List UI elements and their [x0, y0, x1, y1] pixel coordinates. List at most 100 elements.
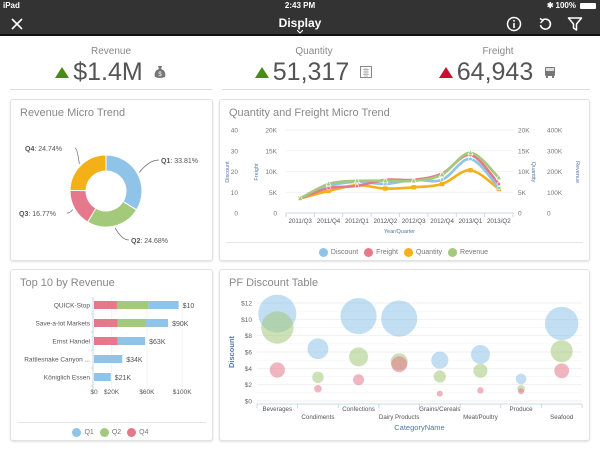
data-point [297, 194, 304, 201]
x-tick-label: 2011/Q3 [289, 218, 313, 225]
bar-segment-q2 [116, 301, 149, 309]
legend-swatch [364, 248, 374, 257]
filter-icon [567, 17, 583, 31]
kpi-label: Quantity [295, 46, 333, 57]
battery-icon [580, 2, 596, 9]
line-chart: 0 10 20 30 40 0 5K 10K 15K 20K 0 5K 10K 15K 20K 0 100K 20… [225, 128, 580, 236]
data-point [354, 183, 360, 189]
bubble-q3 [436, 390, 443, 397]
x-tick-label: 2012/Q3 [402, 218, 426, 225]
bar-chart-legend: Q1 Q2 Q4 [11, 428, 212, 437]
axis-tick-label: 200K [547, 169, 563, 176]
data-point [411, 185, 416, 190]
legend-item-q2[interactable]: Q2 [99, 428, 122, 437]
kpi-freight[interactable]: Freight 64,943 [406, 46, 590, 90]
bubble-q3 [353, 374, 365, 386]
bar-segment-q4 [94, 319, 118, 327]
panel-title: Quantity and Freight Micro Trend [229, 107, 390, 119]
bubble-q2 [349, 347, 369, 367]
legend-swatch [99, 428, 109, 437]
axis-tick-label: 30 [231, 148, 239, 155]
axis-tick-label: 15K [518, 148, 530, 155]
legend-item-q4[interactable]: Q4 [127, 428, 149, 437]
data-point [383, 186, 388, 191]
axis-tick-label: 0 [518, 211, 522, 218]
bubble-q2 [550, 340, 573, 363]
kpi-label: Revenue [90, 46, 132, 57]
panel-title: Top 10 by Revenue [20, 277, 115, 289]
revenue-micro-trend-panel: Revenue Micro Trend Q1: 33.81% Q2: 24.68%… [10, 99, 213, 261]
donut-label: Q1: 33.81% [161, 158, 198, 165]
bubble-q3 [314, 384, 322, 393]
bubble-q1 [470, 344, 490, 364]
legend-divider [17, 422, 206, 423]
kpi-quantity[interactable]: Quantity 51,317 [222, 46, 406, 90]
data-point [496, 185, 501, 191]
battery-status: ✱ 100% [547, 1, 596, 10]
axis-tick-label: 100K [547, 190, 563, 197]
line-chart-legend: Discount Freight Quantity Revenue [220, 248, 589, 257]
kpi-row: Revenue $1.4M $ Quantity 51,317 Freight … [10, 46, 590, 90]
info-button[interactable] [505, 15, 523, 33]
data-point [438, 170, 446, 177]
axis-title: Discount [225, 161, 231, 183]
bar-segment-q1 [94, 373, 111, 381]
close-button[interactable] [8, 15, 26, 33]
legend-label: Q2 [111, 429, 122, 436]
bar-total-label: $10 [183, 303, 195, 310]
bubble-q1 [515, 373, 527, 385]
axis-tick-label: 5K [518, 190, 527, 197]
axis-title: Revenue [574, 161, 580, 183]
bubble-q3 [391, 356, 408, 373]
y-tick-label: $2 [245, 382, 253, 389]
bar-segment-q1 [146, 319, 169, 327]
legend-label: Quantity [415, 249, 443, 256]
quantity-freight-trend-panel: Quantity and Freight Micro Trend 0 10 20 30… [219, 99, 590, 261]
refresh-icon [539, 17, 552, 30]
legend-divider [226, 242, 583, 243]
donut-label: Q3: 16.77% [19, 211, 56, 218]
filter-button[interactable] [566, 15, 584, 33]
legend-item-quantity[interactable]: Quantity [403, 248, 443, 257]
category-label: Save-a-lot Markets [35, 321, 90, 328]
bubble-q1 [381, 300, 418, 337]
axis-tick-label: 5K [269, 190, 278, 197]
kpi-revenue[interactable]: Revenue $1.4M $ [10, 46, 212, 90]
donut-leader-line [66, 209, 74, 214]
axis-tick-label: 10K [265, 169, 277, 176]
axis-tick-label: 10K [518, 169, 530, 176]
page-title[interactable]: Display [278, 16, 322, 30]
top-10-revenue-panel: Top 10 by Revenue QUICK-Stop $10 Save-a-lo… [10, 269, 213, 441]
donut-label: Q4: 24.74% [25, 146, 62, 153]
panel-title: Revenue Micro Trend [20, 107, 126, 119]
legend-item-revenue[interactable]: Revenue [448, 248, 488, 257]
legend-label: Q4 [139, 429, 149, 436]
status-bar: iPad 2:43 PM ✱ 100% [0, 0, 600, 12]
legend-item-discount[interactable]: Discount [318, 248, 358, 257]
pf-discount-panel: PF Discount Table $0 $2 $4 $6 $8 $10 $12 Discou… [219, 269, 590, 441]
legend-item-freight[interactable]: Freight [364, 248, 398, 257]
data-point [468, 168, 473, 173]
category-label: Ernst Handel [52, 339, 90, 346]
legend-swatch [72, 428, 82, 437]
x-tick-label: Grains/Cereals [419, 406, 460, 413]
refresh-button[interactable] [536, 15, 554, 33]
y-tick-label: $8 [245, 333, 253, 340]
svg-text:$: $ [158, 72, 162, 78]
bar-chart: QUICK-Stop $10 Save-a-lot Markets $90K Ernst… [24, 297, 195, 396]
donut-slice-q4 [69, 154, 107, 192]
bar-total-label: $21K [115, 375, 132, 382]
y-axis-title: Discount [227, 335, 236, 368]
kpi-value: $1.4M [73, 58, 143, 86]
y-tick-label: $4 [245, 366, 253, 373]
bubble-q2 [312, 371, 324, 384]
bubble-chart: $0 $2 $4 $6 $8 $10 $12 Discount Beverages Condime… [227, 294, 583, 432]
donut-leader-line [74, 147, 80, 164]
truck-icon [545, 67, 556, 78]
legend-item-q1[interactable]: Q1 [72, 428, 94, 437]
donut-leader-line [114, 227, 130, 241]
chevron-down-icon[interactable] [297, 30, 303, 34]
series-line-revenue [299, 151, 500, 200]
y-tick-label: $6 [245, 350, 253, 357]
bubble-q3 [477, 387, 484, 394]
